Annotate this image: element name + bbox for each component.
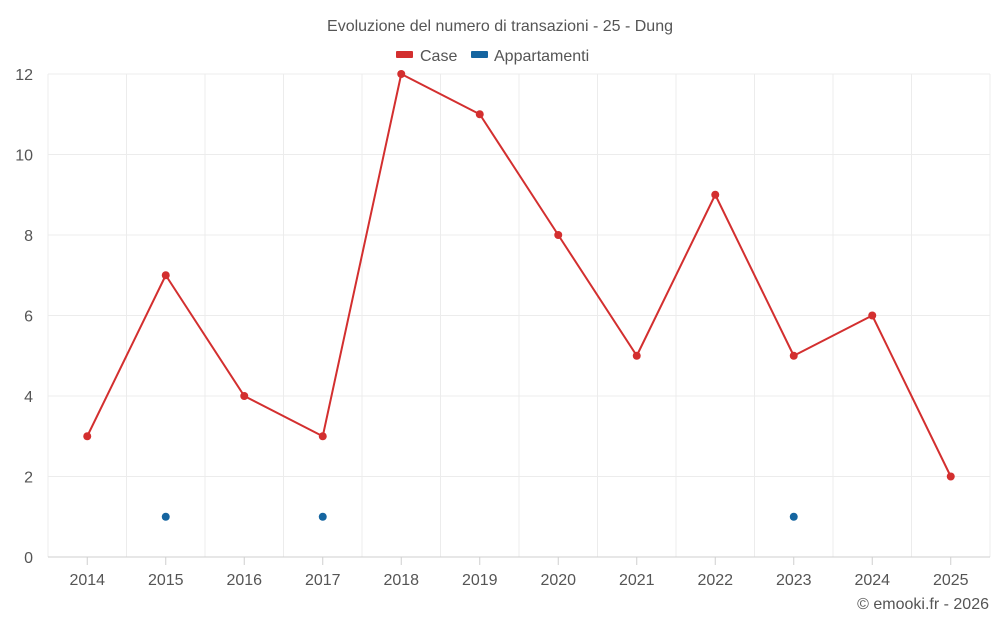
data-point-case[interactable] [946, 472, 955, 481]
y-tick-label: 6 [24, 309, 33, 326]
y-tick-label: 12 [15, 67, 33, 84]
x-tick-label: 2014 [69, 572, 105, 589]
x-tick-label: 2024 [854, 572, 890, 589]
y-tick-label: 2 [24, 470, 33, 487]
data-point-case[interactable] [161, 271, 170, 280]
legend-item-appartamenti[interactable]: Appartamenti [471, 48, 589, 65]
series [83, 70, 955, 521]
x-tick-label: 2022 [697, 572, 733, 589]
legend-label-appartamenti: Appartamenti [494, 48, 589, 65]
data-point-case[interactable] [632, 351, 641, 360]
data-point-case[interactable] [83, 432, 92, 441]
x-tick-label: 2021 [619, 572, 655, 589]
legend-swatch-case [396, 51, 413, 58]
series-line-case [86, 73, 952, 477]
credit-text: © emooki.fr - 2026 [857, 596, 989, 613]
data-point-case[interactable] [318, 432, 327, 441]
grid [47, 73, 991, 557]
x-tick-label: 2023 [776, 572, 812, 589]
x-tick-label: 2020 [540, 572, 576, 589]
x-tick-label: 2016 [226, 572, 262, 589]
legend: Case Appartamenti [396, 48, 589, 65]
legend-item-case[interactable]: Case [396, 48, 457, 65]
data-point-appartamenti[interactable] [161, 512, 170, 521]
data-point-appartamenti[interactable] [318, 512, 327, 521]
x-tick-label: 2019 [462, 572, 498, 589]
data-point-case[interactable] [711, 190, 720, 199]
y-tick-label: 0 [24, 550, 33, 567]
data-point-case[interactable] [397, 70, 406, 78]
data-point-case[interactable] [240, 392, 249, 400]
series-case [83, 70, 955, 481]
axes: 0 2 4 6 8 10 12 2014 2015 2016 2017 2018 2019 2020 202… [15, 67, 990, 589]
x-tick-label: 2017 [305, 572, 341, 589]
chart-title: Evoluzione del numero di transazioni - 2… [327, 18, 673, 35]
x-tick-label: 2015 [148, 572, 184, 589]
data-point-case[interactable] [789, 351, 798, 360]
data-point-appartamenti[interactable] [789, 512, 798, 521]
y-tick-label: 4 [24, 389, 33, 406]
legend-swatch-appartamenti [471, 51, 488, 58]
data-point-case[interactable] [554, 231, 563, 239]
x-tick-label: 2025 [933, 572, 969, 589]
y-tick-label: 10 [15, 148, 33, 165]
series-appartamenti [161, 512, 798, 521]
x-tick-label: 2018 [383, 572, 419, 589]
legend-label-case: Case [420, 48, 457, 65]
y-tick-label: 8 [24, 228, 33, 245]
data-point-case[interactable] [868, 311, 877, 320]
data-point-case[interactable] [475, 110, 484, 119]
